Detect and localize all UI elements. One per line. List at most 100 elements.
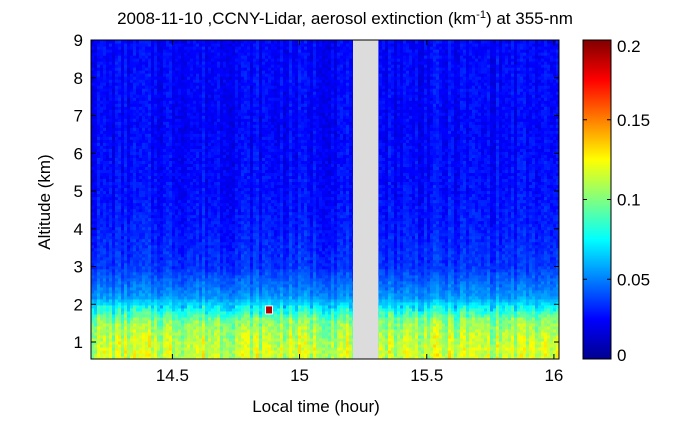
heatmap-cell: [130, 211, 134, 216]
heatmap-cell: [112, 55, 116, 59]
heatmap-cell: [97, 295, 101, 300]
heatmap-cell: [115, 61, 119, 65]
heatmap-cell: [103, 337, 107, 342]
heatmap-cell: [91, 355, 95, 359]
heatmap-cell: [100, 328, 104, 333]
heatmap-cell: [91, 181, 95, 186]
heatmap-cell: [124, 319, 128, 324]
heatmap-cell: [115, 283, 119, 288]
heatmap-cell: [115, 91, 119, 95]
heatmap-cell: [127, 55, 131, 59]
heatmap-cell: [115, 64, 119, 68]
heatmap-cell: [121, 202, 125, 207]
heatmap-cell: [100, 145, 104, 149]
heatmap-cell: [112, 319, 116, 324]
heatmap-cell: [91, 298, 95, 303]
heatmap-cell: [100, 178, 104, 183]
heatmap-cell: [94, 148, 98, 152]
heatmap-cell: [100, 241, 104, 246]
heatmap-cell: [106, 229, 110, 234]
heatmap-cell: [106, 160, 110, 164]
heatmap-cell: [127, 112, 131, 116]
heatmap-cell: [109, 268, 113, 273]
heatmap-cell: [100, 247, 104, 252]
heatmap-cell: [130, 184, 134, 189]
heatmap-cell: [124, 169, 128, 174]
heatmap-cell: [100, 340, 104, 345]
heatmap-cell: [130, 220, 134, 225]
heatmap-cell: [103, 202, 107, 207]
heatmap-cell: [109, 322, 113, 327]
heatmap-cell: [106, 331, 110, 336]
heatmap-cell: [112, 157, 116, 161]
heatmap-cell: [127, 241, 131, 246]
heatmap-cell: [127, 298, 131, 303]
heatmap-cell: [103, 199, 107, 204]
heatmap-cell: [127, 154, 131, 158]
heatmap-cell: [118, 175, 122, 180]
heatmap-cell: [106, 214, 110, 219]
heatmap-cell: [130, 301, 134, 306]
heatmap-cell: [103, 310, 107, 315]
heatmap-cell: [100, 217, 104, 222]
heatmap-cell: [106, 82, 110, 86]
heatmap-cell: [118, 196, 122, 201]
heatmap-cell: [97, 232, 101, 237]
heatmap-cell: [130, 178, 134, 183]
heatmap-cell: [127, 115, 131, 119]
heatmap-cell: [118, 289, 122, 294]
heatmap-cell: [109, 313, 113, 318]
heatmap-cell: [94, 253, 98, 258]
heatmap-cell: [127, 304, 131, 309]
heatmap-cell: [106, 178, 110, 183]
heatmap-cell: [97, 154, 101, 158]
heatmap-cell: [115, 196, 119, 201]
heatmap-cell: [118, 52, 122, 56]
heatmap-cell: [112, 334, 116, 339]
heatmap-cell: [115, 106, 119, 110]
heatmap-cell: [100, 166, 104, 171]
heatmap-cell: [103, 334, 107, 339]
heatmap-cell: [124, 175, 128, 180]
heatmap-cell: [124, 193, 128, 198]
heatmap-cell: [91, 337, 95, 342]
heatmap-cell: [94, 100, 98, 104]
heatmap-cell: [118, 112, 122, 116]
heatmap-cell: [124, 55, 128, 59]
heatmap-cell: [115, 103, 119, 107]
heatmap-cell: [91, 331, 95, 336]
heatmap-cell: [130, 277, 134, 282]
heatmap-cell: [106, 115, 110, 119]
heatmap-cell: [97, 184, 101, 189]
heatmap-cell: [124, 241, 128, 246]
heatmap-cell: [100, 163, 104, 167]
heatmap-cell: [121, 226, 125, 231]
heatmap-cell: [115, 157, 119, 161]
heatmap-cell: [115, 118, 119, 122]
heatmap-cell: [130, 193, 134, 198]
heatmap-cell: [124, 331, 128, 336]
heatmap-cell: [103, 127, 107, 131]
heatmap-cell: [121, 94, 125, 98]
heatmap-cell: [112, 247, 116, 252]
heatmap-cell: [94, 244, 98, 249]
heatmap-cell: [115, 205, 119, 210]
heatmap-cell: [91, 313, 95, 318]
heatmap-cell: [109, 49, 113, 53]
heatmap-cell: [127, 148, 131, 152]
heatmap-cell: [115, 286, 119, 291]
heatmap-cell: [112, 190, 116, 195]
heatmap-cell: [103, 73, 107, 77]
heatmap-cell: [100, 343, 104, 348]
heatmap-cell: [94, 46, 98, 50]
heatmap-cell: [112, 79, 116, 83]
heatmap-cell: [103, 262, 107, 267]
heatmap-cell: [118, 127, 122, 131]
heatmap-cell: [118, 307, 122, 312]
heatmap-cell: [118, 268, 122, 273]
heatmap-cell: [127, 58, 131, 62]
heatmap-cell: [127, 76, 131, 80]
heatmap-cell: [91, 277, 95, 282]
heatmap-cell: [109, 70, 113, 74]
heatmap-cell: [103, 304, 107, 309]
